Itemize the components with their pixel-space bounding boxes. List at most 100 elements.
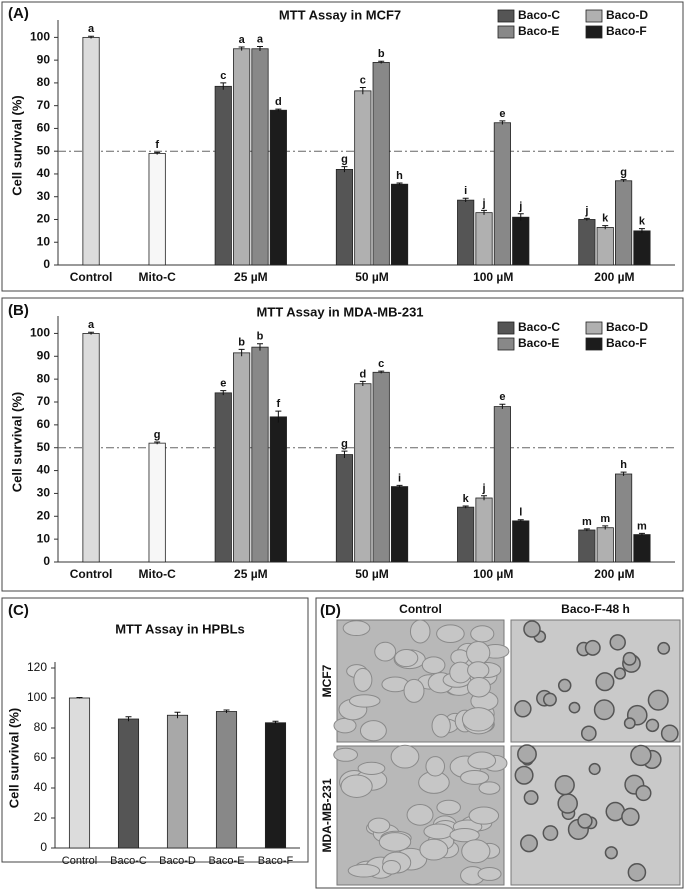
- error-bar: [396, 182, 403, 186]
- cell: [622, 651, 637, 666]
- bar: [82, 36, 100, 266]
- error-bar: [76, 697, 83, 699]
- panel-frame: [1, 297, 684, 592]
- panel-frame: [1, 1, 684, 292]
- y-tick-label: 70: [37, 394, 51, 408]
- error-bar: [499, 403, 506, 409]
- error-bar: [517, 519, 524, 522]
- error-bar: [154, 151, 161, 155]
- cell: [381, 859, 401, 875]
- panel-frame: [1, 597, 309, 863]
- x-tick-label: Baco-F: [258, 855, 294, 867]
- cell: [613, 667, 627, 680]
- bar: [578, 219, 596, 266]
- panel-label: (C): [8, 602, 29, 619]
- y-tick-label: 100: [27, 690, 47, 704]
- y-tick-label: 60: [34, 750, 48, 764]
- cell: [621, 807, 640, 827]
- bar: [214, 392, 232, 563]
- cell: [347, 863, 381, 878]
- significance-label: k: [602, 213, 609, 225]
- legend-swatch: [497, 9, 515, 23]
- bar: [615, 473, 633, 563]
- column-label: Baco-F-48 h: [561, 602, 630, 616]
- x-tick-label: 200 µM: [594, 567, 634, 581]
- error-bar: [223, 709, 230, 713]
- cell: [635, 785, 652, 802]
- cell: [436, 799, 461, 816]
- cell: [409, 619, 431, 644]
- x-tick-label: Baco-E: [208, 855, 244, 867]
- significance-label: b: [378, 48, 385, 60]
- bar: [493, 122, 511, 266]
- significance-label: e: [220, 377, 226, 389]
- bar: [82, 333, 100, 563]
- error-bar: [583, 217, 590, 221]
- bar: [251, 48, 269, 266]
- cell: [423, 823, 454, 840]
- x-tick-label: Baco-C: [110, 855, 147, 867]
- cell: [517, 744, 537, 765]
- cell: [342, 620, 371, 637]
- cell: [340, 774, 373, 798]
- cell: [584, 639, 601, 656]
- bar: [251, 346, 269, 563]
- legend-swatch: [585, 337, 603, 351]
- significance-label: c: [378, 358, 384, 370]
- significance-label: a: [239, 34, 246, 46]
- y-tick-label: 30: [37, 486, 51, 500]
- cell: [514, 765, 534, 785]
- x-tick-label: Control: [70, 270, 113, 284]
- significance-label: a: [257, 33, 264, 45]
- y-tick-label: 0: [43, 257, 50, 271]
- legend-label: Baco-E: [518, 24, 559, 38]
- legend-swatch: [585, 25, 603, 39]
- cell: [374, 641, 397, 662]
- legend-label: Baco-D: [606, 320, 648, 334]
- y-tick-label: 80: [37, 371, 51, 385]
- cell: [477, 866, 502, 881]
- micrograph: [510, 744, 681, 886]
- bar: [475, 497, 493, 563]
- bar: [214, 85, 232, 266]
- cell: [460, 769, 490, 785]
- bar: [335, 168, 354, 266]
- chart-title: MTT Assay in MCF7: [279, 7, 401, 22]
- cell: [333, 747, 359, 762]
- significance-label: d: [275, 96, 282, 108]
- bar: [457, 199, 475, 266]
- error-bar: [638, 532, 645, 536]
- legend-swatch: [585, 321, 603, 335]
- cell: [478, 781, 501, 795]
- bar: [372, 371, 390, 563]
- cell: [514, 700, 532, 718]
- error-bar: [620, 179, 627, 182]
- micrograph: [333, 619, 510, 743]
- bar: [475, 212, 493, 266]
- cell: [348, 694, 381, 708]
- significance-label: j: [584, 205, 588, 217]
- significance-label: c: [220, 70, 226, 82]
- y-tick-label: 80: [34, 720, 48, 734]
- y-tick-label: 10: [37, 531, 51, 545]
- legend-label: Baco-F: [606, 336, 647, 350]
- bar: [633, 230, 651, 266]
- bar: [596, 527, 614, 563]
- legend-label: Baco-C: [518, 320, 560, 334]
- panel-label: (D): [320, 602, 341, 619]
- bar: [615, 180, 633, 266]
- significance-label: a: [88, 23, 95, 35]
- cell: [467, 751, 497, 770]
- cell: [647, 689, 669, 711]
- cell: [431, 713, 451, 738]
- significance-label: l: [519, 507, 522, 519]
- cell: [542, 692, 557, 707]
- significance-label: b: [238, 336, 245, 348]
- error-bar: [256, 45, 263, 52]
- significance-label: g: [341, 154, 348, 166]
- cell: [449, 828, 480, 843]
- y-tick-label: 40: [34, 780, 48, 794]
- significance-label: h: [396, 170, 403, 182]
- x-tick-label: Control: [70, 567, 113, 581]
